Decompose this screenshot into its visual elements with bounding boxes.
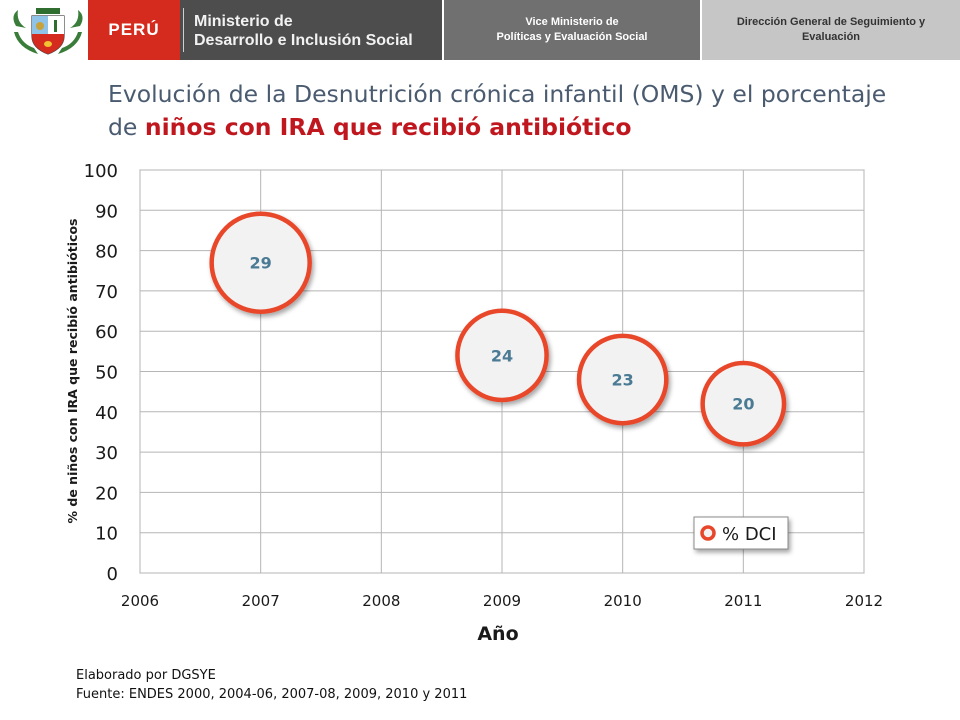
y-tick-label: 100 [84, 161, 118, 182]
peru-coat-of-arms-icon [13, 8, 83, 55]
slide-title-prefix: de [108, 113, 145, 141]
y-tick-label: 80 [95, 242, 118, 263]
x-axis-ticks: 2006 2007 2008 2009 2010 2011 2012 [121, 592, 883, 610]
bubble-2007 [209, 211, 312, 314]
y-axis-ticks: 0 10 20 30 40 50 60 70 80 90 100 [84, 161, 118, 585]
x-tick-label: 2010 [604, 592, 642, 610]
bubble-2009 [455, 308, 549, 403]
y-tick-label: 20 [95, 483, 118, 504]
chart-legend: % DCI [693, 516, 789, 550]
y-tick-label: 40 [95, 403, 118, 424]
x-tick-label: 2009 [483, 592, 521, 610]
footer-author: Elaborado por DGSYE [76, 668, 216, 683]
y-tick-label: 30 [95, 443, 118, 464]
bubble-data-label: 23 [612, 371, 634, 390]
bubble-data-label: 24 [491, 346, 513, 365]
y-tick-label: 90 [95, 201, 118, 222]
x-tick-label: 2006 [121, 592, 159, 610]
bubble-2010 [576, 333, 669, 426]
y-tick-label: 60 [95, 322, 118, 343]
bubble-series: 29 24 23 20 [209, 211, 787, 447]
x-tick-label: 2012 [845, 592, 883, 610]
slide-title-highlight: niños con IRA que recibió antibiótico [144, 113, 632, 141]
slide-title: Evolución de la Desnutrición crónica inf… [108, 78, 948, 144]
directorate-line1: Dirección General de Seguimiento y [736, 16, 926, 28]
directorate-banner: Dirección General de Seguimiento y Evalu… [702, 0, 960, 60]
vice-ministry-line1: Vice Ministerio de [525, 16, 619, 28]
x-tick-label: 2008 [362, 592, 400, 610]
vice-ministry-banner: Vice Ministerio de Políticas y Evaluació… [444, 0, 700, 60]
x-tick-label: 2007 [242, 592, 280, 610]
ministry-banner: Ministerio de Desarrollo e Inclusión Soc… [180, 0, 442, 60]
footer-source: Fuente: ENDES 2000, 2004-06, 2007-08, 20… [76, 687, 468, 702]
slide-header: PERÚ Ministerio de Desarrollo e Inclusió… [0, 0, 960, 60]
bubble-2011 [700, 360, 787, 447]
y-tick-label: 0 [107, 564, 118, 585]
slide-footer: Elaborado por DGSYE Fuente: ENDES 2000, … [76, 666, 467, 704]
legend-marker-icon [700, 525, 716, 541]
x-tick-label: 2011 [724, 592, 762, 610]
banner-divider [183, 8, 184, 52]
y-tick-label: 50 [95, 363, 118, 384]
x-axis-label: Año [477, 623, 518, 645]
slide-title-line2: de niños con IRA que recibió antibiótico [108, 111, 948, 144]
directorate-line2: Evaluación [801, 31, 861, 43]
bubble-data-label: 29 [250, 254, 272, 273]
legend-label: % DCI [722, 524, 777, 545]
y-tick-label: 10 [95, 524, 118, 545]
peru-label: PERÚ [88, 0, 180, 60]
ministry-name-line1: Ministerio de [194, 13, 293, 30]
y-axis-label: % de niños con IRA que recibió antibióti… [65, 219, 80, 524]
slide-title-line1: Evolución de la Desnutrición crónica inf… [108, 80, 887, 108]
y-tick-label: 70 [95, 282, 118, 303]
bubble-data-label: 20 [732, 395, 754, 414]
vice-ministry-line2: Políticas y Evaluación Social [496, 31, 648, 43]
ministry-name-line2: Desarrollo e Inclusión Social [194, 32, 413, 49]
